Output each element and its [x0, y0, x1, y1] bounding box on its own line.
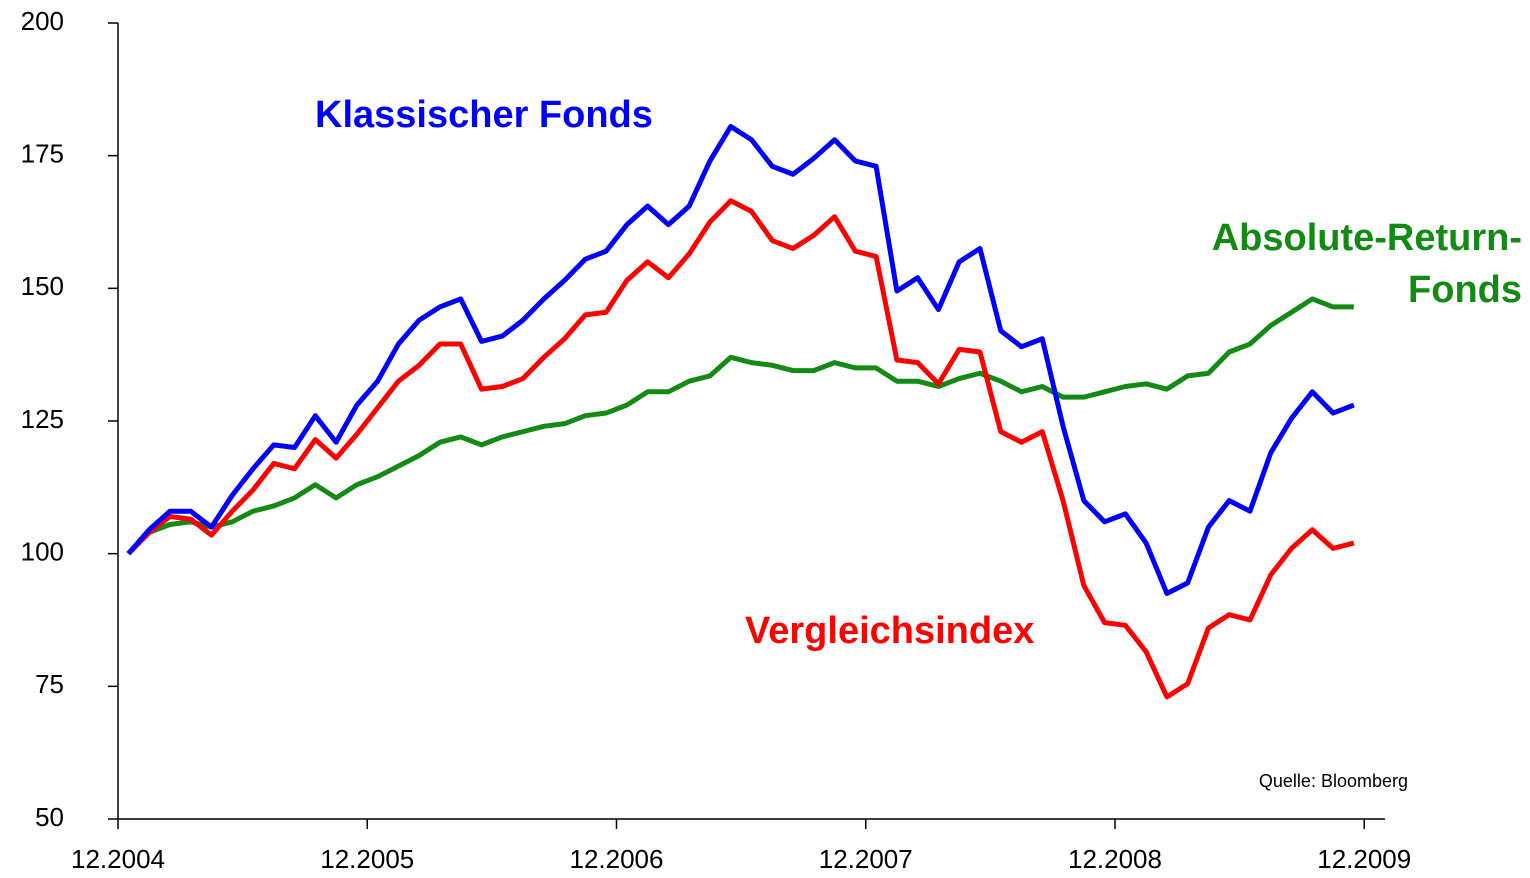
x-tick-label: 12.2005 [320, 844, 414, 874]
y-tick-label: 125 [21, 404, 64, 434]
x-tick-label: 12.2007 [819, 844, 913, 874]
y-tick-label: 50 [35, 802, 64, 832]
x-tick-label: 12.2008 [1068, 844, 1162, 874]
y-tick-label: 175 [21, 139, 64, 169]
y-tick-label: 150 [21, 271, 64, 301]
series-label: Klassischer Fonds [315, 94, 653, 136]
series-label: Vergleichsindex [745, 610, 1035, 652]
x-tick-label: 12.2004 [71, 844, 165, 874]
y-tick-label: 75 [35, 669, 64, 699]
series-line [126, 123, 1355, 596]
series-label: Absolute-Return-Fonds [1211, 217, 1522, 311]
series-line [126, 296, 1354, 556]
source-note: Quelle: Bloomberg [1258, 771, 1408, 791]
series-line [126, 198, 1355, 700]
x-tick-label: 12.2006 [569, 844, 663, 874]
y-tick-label: 100 [21, 537, 64, 567]
x-tick-label: 12.2009 [1317, 844, 1411, 874]
y-tick-label: 200 [21, 6, 64, 36]
